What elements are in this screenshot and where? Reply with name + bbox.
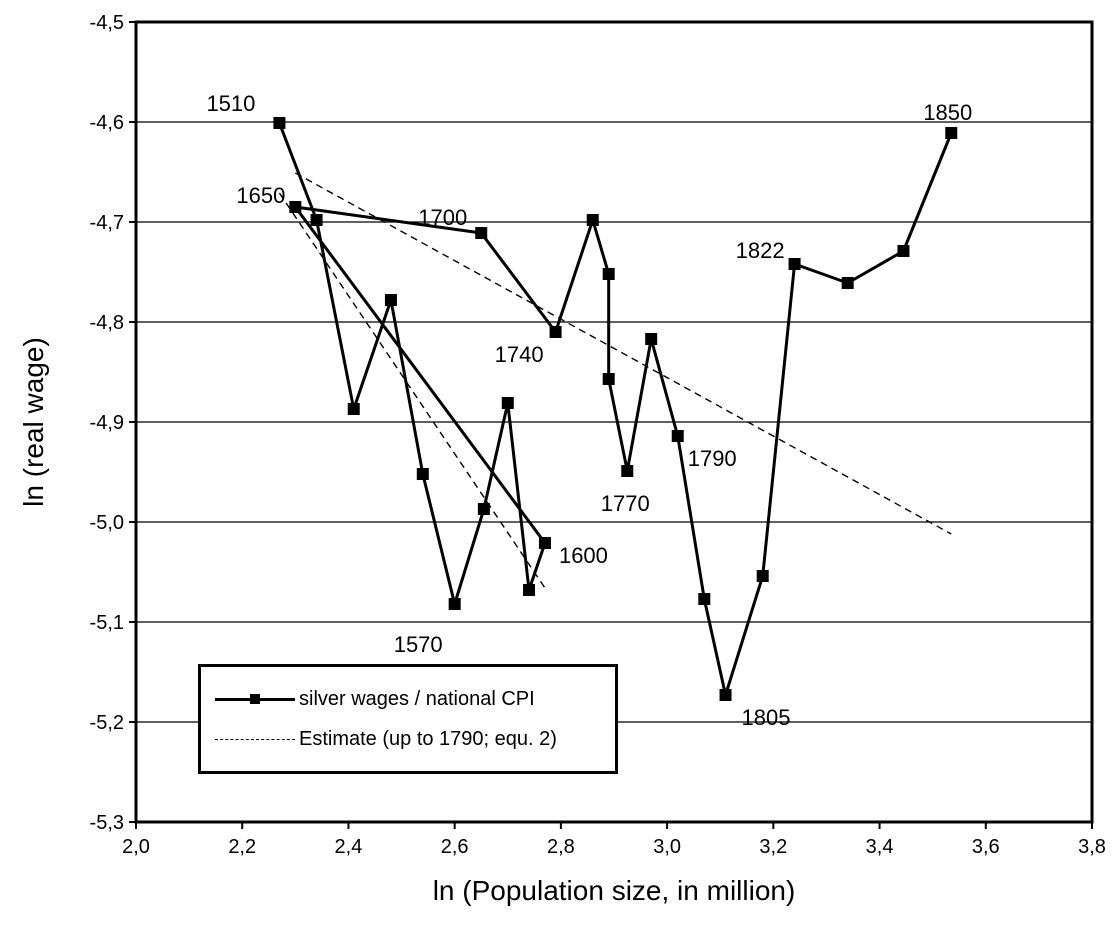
- data-point-marker: [448, 598, 461, 610]
- point-annotation-1850: 1850: [923, 100, 972, 125]
- y-tick-label: -4,5: [90, 12, 124, 34]
- data-point-marker: [945, 127, 958, 139]
- y-tick-label: -4,6: [90, 112, 124, 134]
- data-point-marker: [347, 403, 360, 415]
- x-tick-label: 2,2: [228, 836, 256, 858]
- legend-label: silver wages / national CPI: [299, 687, 535, 710]
- data-point-marker: [501, 397, 514, 409]
- point-annotation-1740: 1740: [495, 342, 544, 367]
- x-tick-label: 3,8: [1078, 836, 1106, 858]
- x-tick-labels: 2,0 2,2 2,4 2,6 2,8 3,0 3,2 3,4 3,6 3,8: [122, 822, 1106, 858]
- legend: silver wages / national CPI Estimate (up…: [198, 664, 618, 774]
- y-tick-label: -5,1: [90, 612, 124, 634]
- point-annotation-1790: 1790: [688, 446, 737, 471]
- data-point-marker: [621, 465, 634, 477]
- data-point-marker: [310, 214, 323, 226]
- data-point-marker: [538, 537, 551, 549]
- x-tick-label: 3,2: [759, 836, 787, 858]
- point-annotation-1600: 1600: [559, 543, 608, 568]
- series-markers: [273, 117, 958, 701]
- point-annotation-1770: 1770: [601, 491, 650, 516]
- data-point-marker: [475, 227, 488, 239]
- point-annotation-1700: 1700: [418, 205, 467, 230]
- data-point-marker: [897, 245, 910, 257]
- data-point-marker: [698, 593, 711, 605]
- data-point-marker: [477, 503, 490, 515]
- x-tick-label: 2,8: [547, 836, 575, 858]
- point-annotation-1822: 1822: [736, 238, 785, 263]
- y-tick-labels: -4,5 -4,6 -4,7 -4,8 -4,9 -5,0 -5,1 -5,2 -5,3: [90, 12, 136, 834]
- legend-swatch-solid: [215, 689, 295, 709]
- data-point-marker: [719, 689, 732, 701]
- estimate-lines: [278, 172, 952, 589]
- y-tick-label: -4,8: [90, 312, 124, 334]
- x-axis-label: ln (Population size, in million): [433, 875, 796, 906]
- gridlines: [136, 121, 1092, 723]
- x-tick-label: 3,4: [866, 836, 894, 858]
- y-tick-label: -5,3: [90, 812, 124, 834]
- data-point-marker: [523, 584, 536, 596]
- y-tick-label: -5,0: [90, 512, 124, 534]
- point-annotation-1650: 1650: [236, 183, 285, 208]
- data-point-marker: [602, 268, 615, 280]
- x-tick-label: 2,0: [122, 836, 150, 858]
- x-tick-label: 2,4: [335, 836, 363, 858]
- point-annotation-1805: 1805: [742, 705, 791, 730]
- data-point-marker: [788, 258, 801, 270]
- legend-entry-silver-wages: silver wages / national CPI: [215, 679, 535, 719]
- data-point-marker: [586, 214, 599, 226]
- y-tick-label: -4,9: [90, 412, 124, 434]
- data-point-marker: [416, 468, 429, 480]
- data-point-marker: [756, 570, 769, 582]
- y-tick-label: -4,7: [90, 212, 124, 234]
- legend-entry-estimate: Estimate (up to 1790; equ. 2): [215, 719, 557, 759]
- x-tick-label: 3,6: [972, 836, 1000, 858]
- data-point-marker: [841, 277, 854, 289]
- point-annotation-1570: 1570: [394, 632, 443, 657]
- x-tick-label: 3,0: [653, 836, 681, 858]
- point-annotation-1510: 1510: [206, 91, 255, 116]
- y-axis-label: ln (real wage): [18, 337, 49, 507]
- point-annotations: 1510 1650 1700 1740 1770 1790 1600 1570 1805 1822…: [206, 91, 972, 730]
- data-point-marker: [602, 373, 615, 385]
- x-tick-label: 2,6: [441, 836, 469, 858]
- data-point-marker: [671, 430, 684, 442]
- data-point-marker: [289, 201, 302, 213]
- y-tick-label: -5,2: [90, 712, 124, 734]
- data-point-marker: [273, 117, 286, 129]
- legend-swatch-dashed: [215, 729, 295, 749]
- data-point-marker: [645, 333, 658, 345]
- estimate-line: [294, 172, 952, 535]
- legend-label: Estimate (up to 1790; equ. 2): [299, 727, 557, 750]
- silver-wages-line: [277, 122, 953, 697]
- data-point-marker: [384, 294, 397, 306]
- series-line: [277, 122, 953, 697]
- data-point-marker: [549, 326, 562, 338]
- estimate-line: [278, 192, 546, 589]
